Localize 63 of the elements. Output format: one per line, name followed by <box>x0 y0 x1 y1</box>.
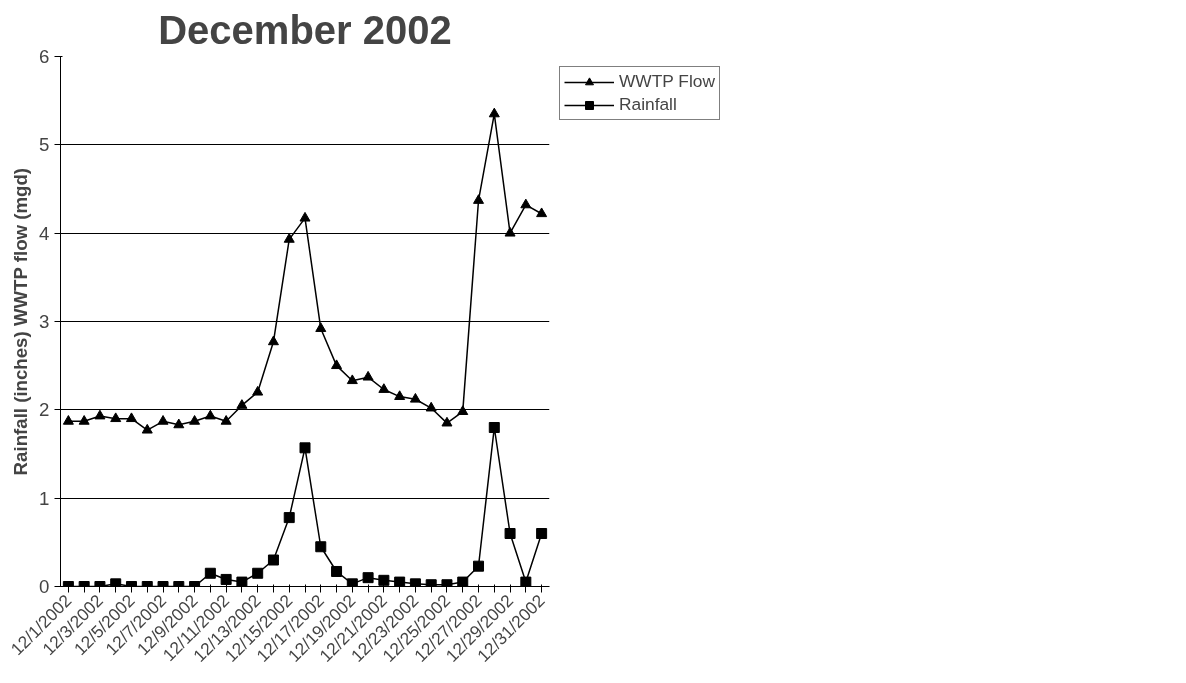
point <box>157 415 169 425</box>
point <box>536 207 548 218</box>
point <box>125 412 137 423</box>
point <box>236 576 248 587</box>
point <box>204 567 216 579</box>
point <box>252 385 264 396</box>
point <box>504 528 516 539</box>
point <box>473 194 485 204</box>
point <box>283 233 295 243</box>
y-tick-label: 6 <box>39 46 50 67</box>
point <box>252 567 264 579</box>
legend-label: Rainfall <box>619 94 677 115</box>
point <box>394 576 406 587</box>
point <box>331 359 343 370</box>
point <box>189 415 201 425</box>
point <box>425 401 437 412</box>
y-tick-label: 3 <box>39 311 50 332</box>
point <box>362 370 374 381</box>
point <box>378 574 390 586</box>
point <box>457 576 469 587</box>
point <box>267 554 279 566</box>
point <box>110 578 122 587</box>
y-tick-label: 1 <box>39 487 50 509</box>
chart-title: December 2002 <box>158 7 452 52</box>
y-axis-title: Rainfall (inches) WWTP flow (mgd) <box>10 167 32 476</box>
point <box>346 578 358 587</box>
point <box>62 415 74 425</box>
point <box>536 528 548 539</box>
point <box>394 390 406 400</box>
point <box>488 107 500 118</box>
point <box>457 405 469 415</box>
point <box>409 392 421 403</box>
point <box>378 383 390 393</box>
point <box>488 422 500 433</box>
point <box>141 423 153 434</box>
y-tick-label: 5 <box>39 134 50 156</box>
point <box>441 416 453 427</box>
point <box>315 541 327 553</box>
point <box>110 412 122 423</box>
point <box>299 442 311 454</box>
point <box>362 572 374 584</box>
point <box>520 576 532 587</box>
point <box>473 560 485 572</box>
y-tick-label: 4 <box>39 222 50 244</box>
point <box>520 198 532 209</box>
point <box>204 409 216 420</box>
point <box>267 335 279 346</box>
point <box>283 512 295 524</box>
point <box>220 415 232 425</box>
point <box>94 409 106 420</box>
point <box>78 415 90 425</box>
point <box>331 565 343 577</box>
legend-label: WWTP Flow <box>619 71 715 92</box>
point <box>220 573 232 585</box>
point <box>299 211 311 222</box>
point <box>409 578 421 587</box>
point <box>346 374 358 385</box>
point <box>315 322 327 332</box>
point <box>236 399 248 409</box>
y-tick-label: 2 <box>39 399 50 421</box>
point <box>504 226 516 237</box>
y-tick-label: 0 <box>39 576 50 597</box>
point <box>173 418 185 429</box>
